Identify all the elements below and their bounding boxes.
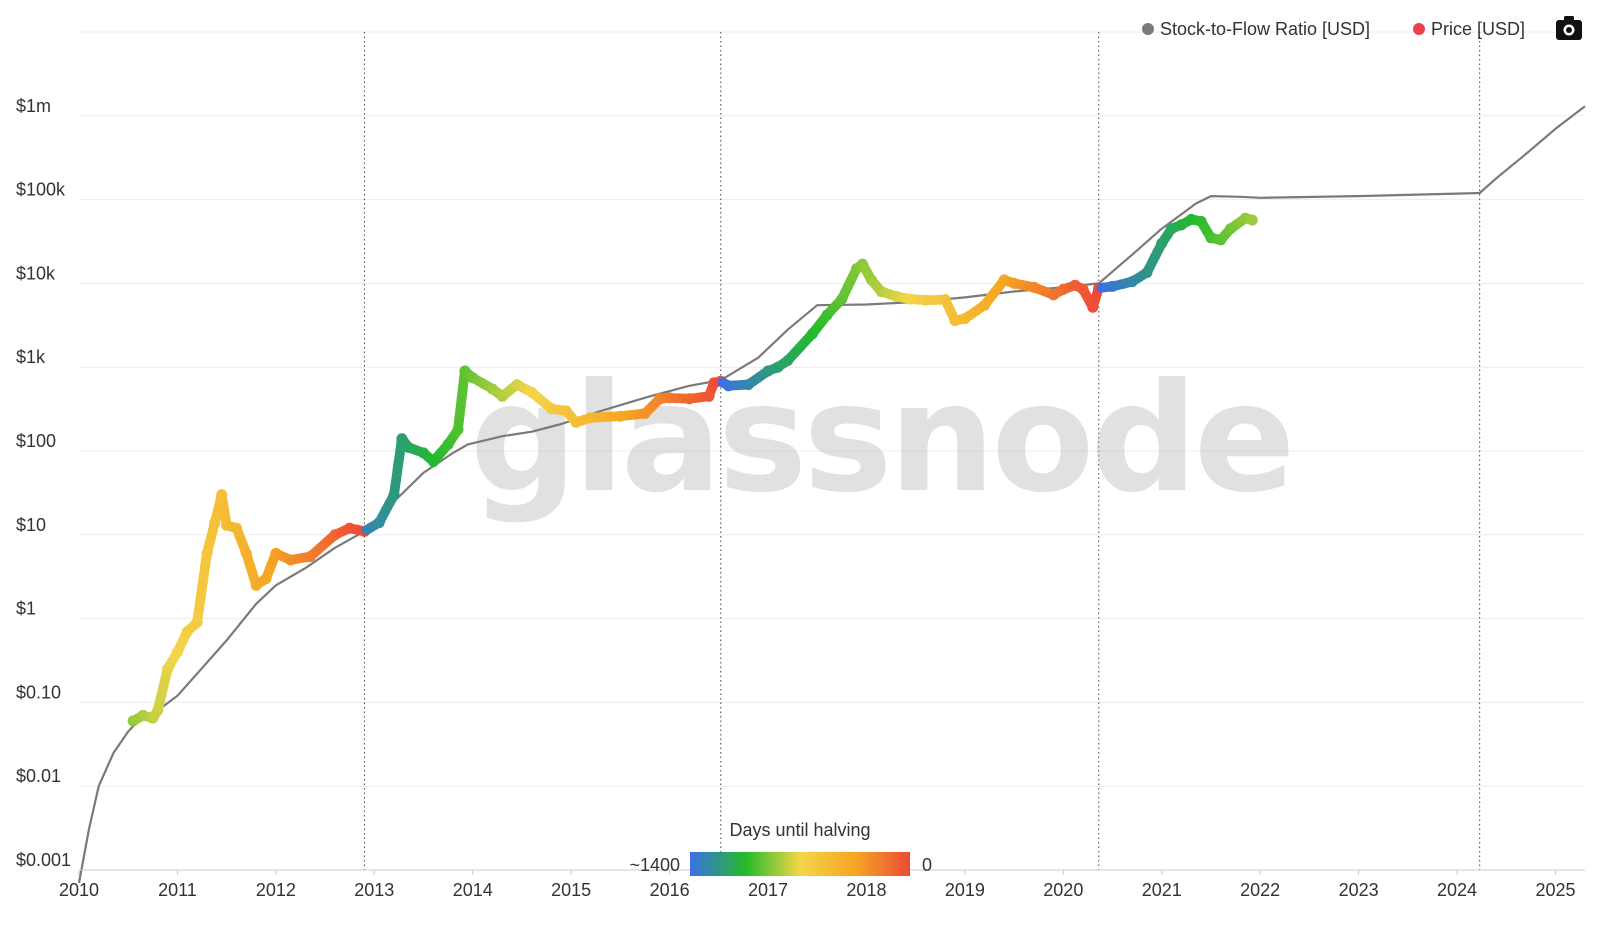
colorbar-title: Days until halving: [729, 820, 870, 840]
x-tick-label: 2019: [945, 880, 985, 900]
halving-lines: [363, 32, 1481, 870]
x-tick-label: 2017: [748, 880, 788, 900]
x-tick-label: 2023: [1339, 880, 1379, 900]
price-point[interactable]: [1246, 214, 1258, 226]
y-tick-label: $0.01: [16, 766, 61, 786]
stock-to-flow-series[interactable]: [77, 105, 1586, 884]
legend-item-stock-to-flow[interactable]: Stock-to-Flow Ratio [USD]: [1142, 19, 1370, 39]
legend-label-price: Price [USD]: [1431, 19, 1525, 39]
price-series[interactable]: [127, 212, 1258, 727]
colorbar-gradient: [690, 852, 910, 876]
watermark-text: glassnode: [470, 352, 1292, 526]
colorbar: Days until halving ~1400 0: [629, 820, 932, 876]
legend-dot-price: [1413, 23, 1425, 35]
x-tick-label: 2011: [158, 880, 197, 900]
legend-dot-stock-to-flow: [1142, 23, 1154, 35]
x-tick-label: 2016: [650, 880, 690, 900]
y-tick-label: $1: [16, 599, 36, 619]
y-tick-label: $100: [16, 431, 56, 451]
y-tick-label: $1m: [16, 96, 51, 116]
y-tick-label: $100k: [16, 180, 66, 200]
legend: Stock-to-Flow Ratio [USD] Price [USD]: [1142, 16, 1582, 40]
y-tick-label: $10k: [16, 263, 56, 283]
stock-to-flow-line[interactable]: [77, 105, 1586, 884]
camera-icon[interactable]: [1556, 16, 1582, 40]
colorbar-min-label: ~1400: [629, 855, 680, 875]
x-axis-ticks: 2010 2011 2012 2013 2014 2015 2016 2017 2018 2019…: [59, 870, 1575, 900]
x-tick-label: 2021: [1142, 880, 1182, 900]
x-tick-label: 2025: [1535, 880, 1575, 900]
x-tick-label: 2012: [256, 880, 296, 900]
y-tick-label: $0.10: [16, 682, 61, 702]
grid-layer: [79, 31, 1585, 871]
legend-item-price[interactable]: Price [USD]: [1413, 19, 1525, 39]
x-tick-label: 2015: [551, 880, 591, 900]
y-tick-label: $0.001: [16, 850, 71, 870]
x-tick-label: 2018: [846, 880, 886, 900]
y-tick-label: $10: [16, 515, 46, 535]
x-tick-label: 2010: [59, 880, 99, 900]
colorbar-max-label: 0: [922, 855, 932, 875]
x-tick-label: 2013: [354, 880, 394, 900]
y-tick-label: $1k: [16, 347, 46, 367]
legend-label-stock-to-flow: Stock-to-Flow Ratio [USD]: [1160, 19, 1370, 39]
y-axis-ticks: $0.001 $0.01 $0.10 $1 $10 $100 $1k $10k $100k $1m: [16, 96, 71, 870]
x-tick-label: 2024: [1437, 880, 1477, 900]
x-tick-label: 2014: [453, 880, 493, 900]
x-tick-label: 2020: [1043, 880, 1083, 900]
x-tick-label: 2022: [1240, 880, 1280, 900]
